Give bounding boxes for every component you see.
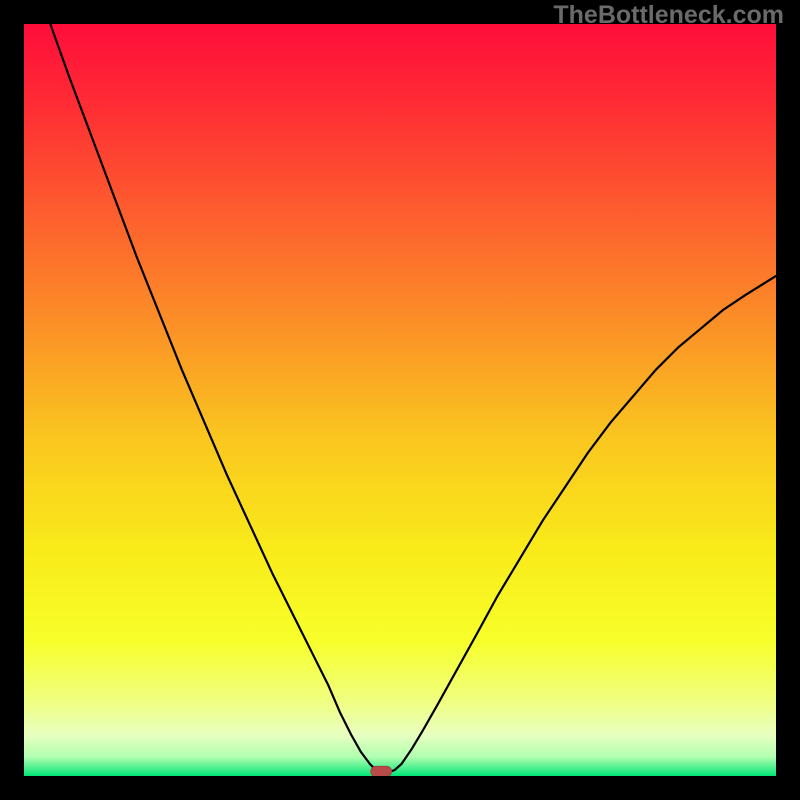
plot-area <box>24 24 776 776</box>
minimum-marker <box>371 766 392 776</box>
watermark-text: TheBottleneck.com <box>553 1 784 30</box>
gradient-background <box>24 24 776 776</box>
plot-svg <box>24 24 776 776</box>
chart-frame: TheBottleneck.com <box>0 0 800 800</box>
